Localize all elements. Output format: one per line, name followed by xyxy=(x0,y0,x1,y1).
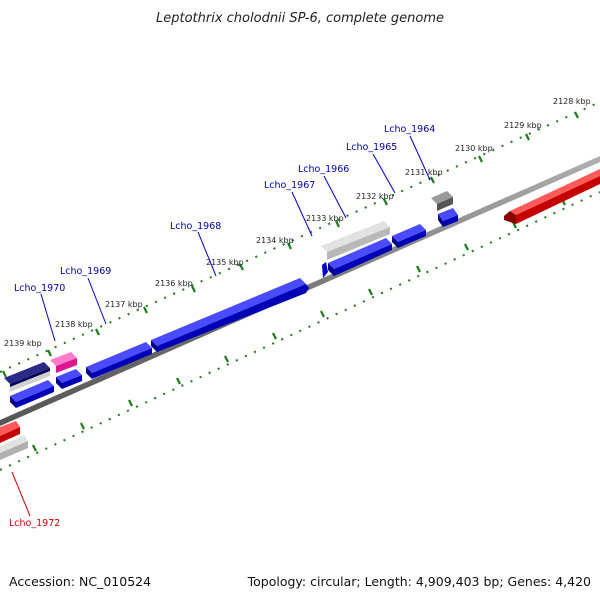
gene-label-lcho-1966[interactable]: Lcho_1966 xyxy=(298,164,349,175)
gene-lcho-1969[interactable] xyxy=(86,342,152,379)
label-leaders xyxy=(40,135,431,342)
scale-label-2135: 2135 kbp xyxy=(206,258,244,267)
gene-label-lcho-1967[interactable]: Lcho_1967 xyxy=(264,180,315,191)
gene-lcho-1964[interactable] xyxy=(438,208,458,227)
scale-label-2131: 2131 kbp xyxy=(405,168,443,177)
gene-lcho-1972[interactable] xyxy=(0,421,20,443)
scale-label-2134: 2134 kbp xyxy=(256,236,294,245)
gene-gray-bottom[interactable] xyxy=(0,435,28,460)
reverse-genes xyxy=(0,169,600,460)
scale-label-2138: 2138 kbp xyxy=(55,320,93,329)
gene-lcho-1965[interactable] xyxy=(392,224,426,248)
gene-red-right[interactable] xyxy=(504,169,600,224)
inner-major-ticks xyxy=(32,198,566,452)
genome-summary-text: Topology: circular; Length: 4,909,403 bp… xyxy=(247,574,591,589)
inner-tick-ring xyxy=(0,191,600,471)
scale-label-2132: 2132 kbp xyxy=(356,192,394,201)
scale-label-2130: 2130 kbp xyxy=(455,144,493,153)
gene-lcho-1968[interactable] xyxy=(151,278,309,352)
scale-label-2139: 2139 kbp xyxy=(4,339,42,348)
gene-label-lcho-1968[interactable]: Lcho_1968 xyxy=(170,221,221,232)
scale-label-2136: 2136 kbp xyxy=(155,279,193,288)
scale-label-2128: 2128 kbp xyxy=(553,97,591,106)
gene-lcho-1966[interactable] xyxy=(322,262,328,278)
gene-label-lcho-1965[interactable]: Lcho_1965 xyxy=(346,142,397,153)
gene-gray-light[interactable] xyxy=(321,221,390,260)
gene-lcho-1970[interactable] xyxy=(56,369,82,389)
gene-label-lcho-1972[interactable]: Lcho_1972 xyxy=(9,518,60,529)
other-genes xyxy=(4,191,453,392)
gene-navy[interactable] xyxy=(4,362,50,392)
scale-labels: 2128 kbp 2129 kbp 2130 kbp 2131 kbp 2132… xyxy=(4,97,591,348)
outer-major-ticks xyxy=(2,111,579,378)
gene-lcho-1967[interactable] xyxy=(328,238,392,276)
scale-label-2129: 2129 kbp xyxy=(504,121,542,130)
gene-blue-left[interactable] xyxy=(10,380,54,408)
label-leader-reverse xyxy=(11,471,31,517)
gene-labels: Lcho_1964 Lcho_1965 Lcho_1966 Lcho_1967 … xyxy=(9,124,435,529)
scale-label-2137: 2137 kbp xyxy=(105,300,143,309)
gene-label-lcho-1969[interactable]: Lcho_1969 xyxy=(60,266,111,277)
map-title: Leptothrix cholodnii SP-6, complete geno… xyxy=(156,11,444,26)
gene-label-lcho-1970[interactable]: Lcho_1970 xyxy=(14,283,65,294)
gene-label-lcho-1964[interactable]: Lcho_1964 xyxy=(384,124,435,135)
gene-gray-dark[interactable] xyxy=(431,191,453,211)
gene-pink-rna[interactable] xyxy=(50,352,77,373)
scale-label-2133: 2133 kbp xyxy=(306,214,344,223)
forward-genes xyxy=(10,208,458,408)
accession-text: Accession: NC_010524 xyxy=(9,574,151,589)
